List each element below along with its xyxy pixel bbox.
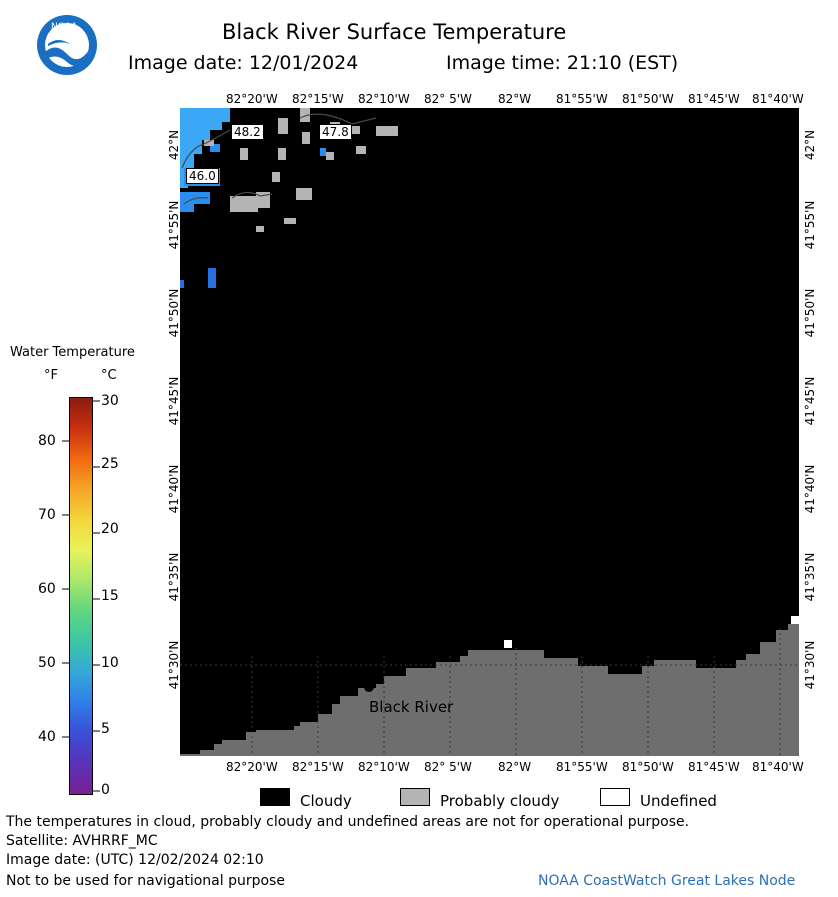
- noaa-logo: [37, 15, 97, 75]
- lon-tick-bottom: 82°10'W: [358, 760, 410, 774]
- legend-label-undefined: Undefined: [640, 792, 717, 810]
- contour-label: 47.8: [319, 124, 352, 140]
- black-river-marker: [364, 682, 374, 692]
- lat-tick-right: 41°35'N: [803, 552, 817, 602]
- colorbar-c-tick: 25: [101, 456, 119, 472]
- image-time: Image time: 21:10 (EST): [446, 52, 679, 74]
- lon-tick-top: 82°W: [498, 92, 532, 106]
- lon-tick-bottom: 82°W: [498, 760, 532, 774]
- colorbar-f-tick: 60: [38, 581, 56, 597]
- colorbar-c-tick: 30: [101, 393, 119, 409]
- lon-tick-top: 81°45'W: [688, 92, 740, 106]
- contour-label: 46.0: [186, 168, 219, 184]
- colorbar-unit-c: °C: [101, 368, 117, 383]
- map-canvas: [180, 108, 799, 756]
- lon-tick-bottom: 81°40'W: [752, 760, 804, 774]
- undefined-pixel: [504, 640, 512, 648]
- lat-tick-right: 41°50'N: [803, 288, 817, 338]
- lon-tick-top: 82°10'W: [358, 92, 410, 106]
- undefined-pixel: [791, 616, 799, 624]
- lon-tick-bottom: 81°50'W: [622, 760, 674, 774]
- logo-text: NOAA: [51, 22, 78, 32]
- lat-tick-left: 41°30'N: [167, 640, 181, 690]
- lon-tick-bottom: 81°45'W: [688, 760, 740, 774]
- credit-link[interactable]: NOAA CoastWatch Great Lakes Node: [538, 873, 796, 889]
- lat-tick-left: 41°55'N: [167, 200, 181, 250]
- colorbar-f-tick: 40: [38, 729, 56, 745]
- image-date: Image date: 12/01/2024: [128, 52, 359, 74]
- lon-tick-bottom: 82°15'W: [292, 760, 344, 774]
- lon-tick-top: 82°20'W: [226, 92, 278, 106]
- legend-swatch-undefined: [600, 788, 630, 806]
- probably-cloudy-patches: [204, 108, 398, 232]
- lat-tick-left: 41°35'N: [167, 552, 181, 602]
- land-area: [180, 624, 799, 756]
- colorbar-c-tick: 5: [101, 721, 110, 737]
- colorbar-f-tick: 70: [38, 507, 56, 523]
- lat-tick-right: 41°55'N: [803, 200, 817, 250]
- lon-tick-top: 81°55'W: [556, 92, 608, 106]
- colorbar-c-tick: 20: [101, 521, 119, 537]
- lon-tick-top: 81°40'W: [752, 92, 804, 106]
- colorbar: [69, 397, 93, 795]
- legend-label-cloudy: Cloudy: [300, 792, 352, 810]
- lon-tick-bottom: 82°20'W: [226, 760, 278, 774]
- lat-tick-right: 41°30'N: [803, 640, 817, 690]
- legend-swatch-cloudy: [260, 788, 290, 806]
- colorbar-title: Water Temperature: [10, 345, 135, 360]
- lat-tick-left: 41°50'N: [167, 288, 181, 338]
- lon-tick-bottom: 82° 5'W: [424, 760, 472, 774]
- lat-tick-right: 41°45'N: [803, 376, 817, 426]
- lat-tick-right: 41°40'N: [803, 464, 817, 514]
- graticule: [180, 628, 799, 756]
- lat-tick-left: 41°40'N: [167, 464, 181, 514]
- satellite: Satellite: AVHRRF_MC: [6, 833, 158, 849]
- disclaimer: The temperatures in cloud, probably clou…: [6, 814, 690, 830]
- lat-tick-left: 41°45'N: [167, 376, 181, 426]
- colorbar-f-tick: 50: [38, 655, 56, 671]
- lat-tick-right: 42°N: [803, 129, 817, 161]
- place-label: Black River: [369, 698, 454, 716]
- colorbar-ticks: [62, 400, 100, 792]
- contour-label: 48.2: [231, 124, 264, 140]
- colorbar-f-tick: 80: [38, 433, 56, 449]
- lon-tick-top: 82° 5'W: [424, 92, 472, 106]
- lon-tick-bottom: 81°55'W: [556, 760, 608, 774]
- lat-tick-left: 42°N: [167, 129, 181, 161]
- page-title: Black River Surface Temperature: [222, 20, 567, 44]
- cloud-area: [180, 108, 799, 756]
- colorbar-c-tick: 0: [101, 782, 110, 798]
- lon-tick-top: 81°50'W: [622, 92, 674, 106]
- colorbar-c-tick: 15: [101, 588, 119, 604]
- temperature-contours: [181, 113, 377, 205]
- lon-tick-top: 82°15'W: [292, 92, 344, 106]
- nav-warning: Not to be used for navigational purpose: [6, 873, 285, 889]
- utc-date: Image date: (UTC) 12/02/2024 02:10: [6, 852, 264, 868]
- legend-label-probably-cloudy: Probably cloudy: [440, 792, 560, 810]
- legend-swatch-probably-cloudy: [400, 788, 430, 806]
- colorbar-c-tick: 10: [101, 655, 119, 671]
- colorbar-unit-f: °F: [44, 368, 58, 383]
